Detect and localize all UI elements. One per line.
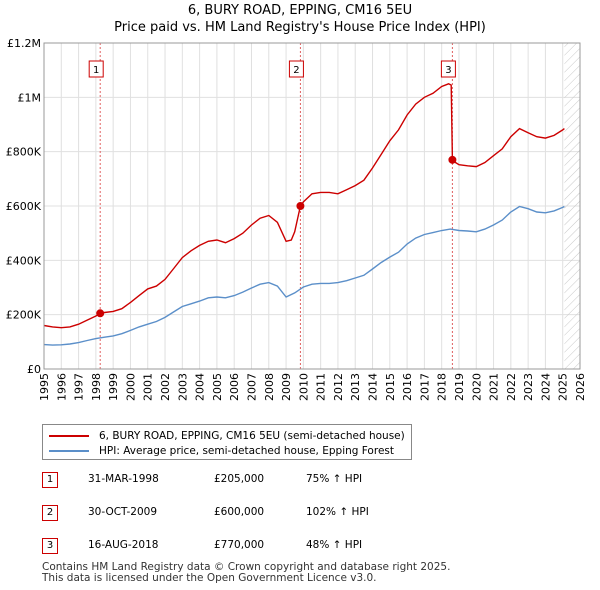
forecast-region [564,43,580,369]
footer-copyright: Contains HM Land Registry data © Crown c… [42,561,451,573]
transaction-price: £205,000 [214,473,265,485]
sale-point [448,155,457,164]
legend-swatch-hpi [49,450,89,452]
transaction-row: 3 16-AUG-2018 £770,000 48% ↑ HPI [42,538,442,556]
plot-frame [43,42,581,370]
hpi-line [43,205,565,346]
x-tick-label: 2023 [522,373,535,401]
x-tick-label: 2026 [574,373,587,401]
price-chart: 1 2 3 £0 £200K £400K £600K £800K £1M £1.2M 1995 199… [6,37,587,401]
sale-badge [440,60,456,78]
x-tick-label: 2013 [349,373,362,401]
x-tick-label: 2016 [401,373,414,401]
transaction-hpi: 48% ↑ HPI [306,539,363,551]
transaction-date: 30-OCT-2009 [88,506,157,518]
transaction-price: £770,000 [214,539,265,551]
sale-badge-label: 3 [445,65,451,76]
transaction-row: 2 30-OCT-2009 £600,000 102% ↑ HPI [42,505,442,523]
x-tick-label: 1995 [38,373,51,401]
x-tick-label: 2018 [436,373,449,401]
transaction-number: 2 [42,505,58,521]
y-tick-label: £1.2M [7,37,41,50]
chart-title-block: 6, BURY ROAD, EPPING, CM16 5EU Price pai… [0,2,600,36]
x-tick-label: 2007 [245,373,258,401]
chart-subtitle: Price paid vs. HM Land Registry's House … [114,20,486,35]
legend-label-hpi: HPI: Average price, semi-detached house,… [99,445,394,457]
transaction-date: 31-MAR-1998 [88,473,159,485]
sale-badge [288,60,304,78]
transaction-hpi: 102% ↑ HPI [306,506,369,518]
footer: Contains HM Land Registry data © Crown c… [42,562,450,584]
x-tick-label: 1997 [73,373,86,401]
x-tick-label: 2001 [142,373,155,401]
x-tick-label: 2004 [194,373,207,401]
x-tick-label: 2025 [557,373,570,401]
legend: 6, BURY ROAD, EPPING, CM16 5EU (semi-det… [42,424,412,460]
chart-title: 6, BURY ROAD, EPPING, CM16 5EU [187,3,413,18]
x-tick-label: 2010 [297,373,310,401]
legend-swatch-property [49,435,89,437]
sale-point [296,202,305,210]
footer-licence: This data is licensed under the Open Gov… [42,572,377,584]
transaction-number: 3 [42,538,58,554]
y-tick-label: £0 [27,363,41,376]
y-tick-label: £600K [6,200,42,213]
x-tick-label: 2019 [453,373,466,401]
property-price-line [43,83,565,329]
sale-badge-label: 2 [293,65,299,76]
sale-badge [88,60,104,78]
transaction-row: 1 31-MAR-1998 £205,000 75% ↑ HPI [42,472,442,490]
transaction-hpi: 75% ↑ HPI [306,473,363,485]
y-tick-label: £1M [18,91,42,104]
sale-badge-label: 1 [93,65,99,76]
transaction-date: 16-AUG-2018 [88,539,159,551]
x-tick-label: 2006 [228,373,241,401]
y-tick-label: £200K [6,309,42,322]
x-tick-label: 2021 [488,373,501,401]
x-tick-label: 2020 [470,373,483,401]
x-tick-label: 2015 [384,373,397,401]
y-tick-label: £400K [6,254,42,267]
x-tick-label: 2024 [539,373,552,401]
x-tick-label: 2005 [211,373,224,401]
x-tick-label: 2009 [280,373,293,401]
x-tick-label: 2017 [418,373,431,401]
x-tick-label: 2000 [124,373,137,401]
transaction-price: £600,000 [214,506,265,518]
x-tick-label: 2012 [332,373,345,401]
transaction-number: 1 [42,472,58,488]
x-tick-label: 2022 [505,373,518,401]
x-tick-label: 2003 [176,373,189,401]
x-tick-label: 1999 [107,373,120,401]
x-tick-label: 1996 [55,373,68,401]
x-tick-label: 2002 [159,373,172,401]
x-tick-label: 2014 [367,373,380,401]
legend-label-property: 6, BURY ROAD, EPPING, CM16 5EU (semi-det… [99,430,405,442]
sale-point [96,309,105,318]
y-tick-label: £800K [6,146,42,159]
x-tick-label: 2008 [263,373,276,401]
x-tick-label: 1998 [90,373,103,401]
x-tick-label: 2011 [315,373,328,401]
